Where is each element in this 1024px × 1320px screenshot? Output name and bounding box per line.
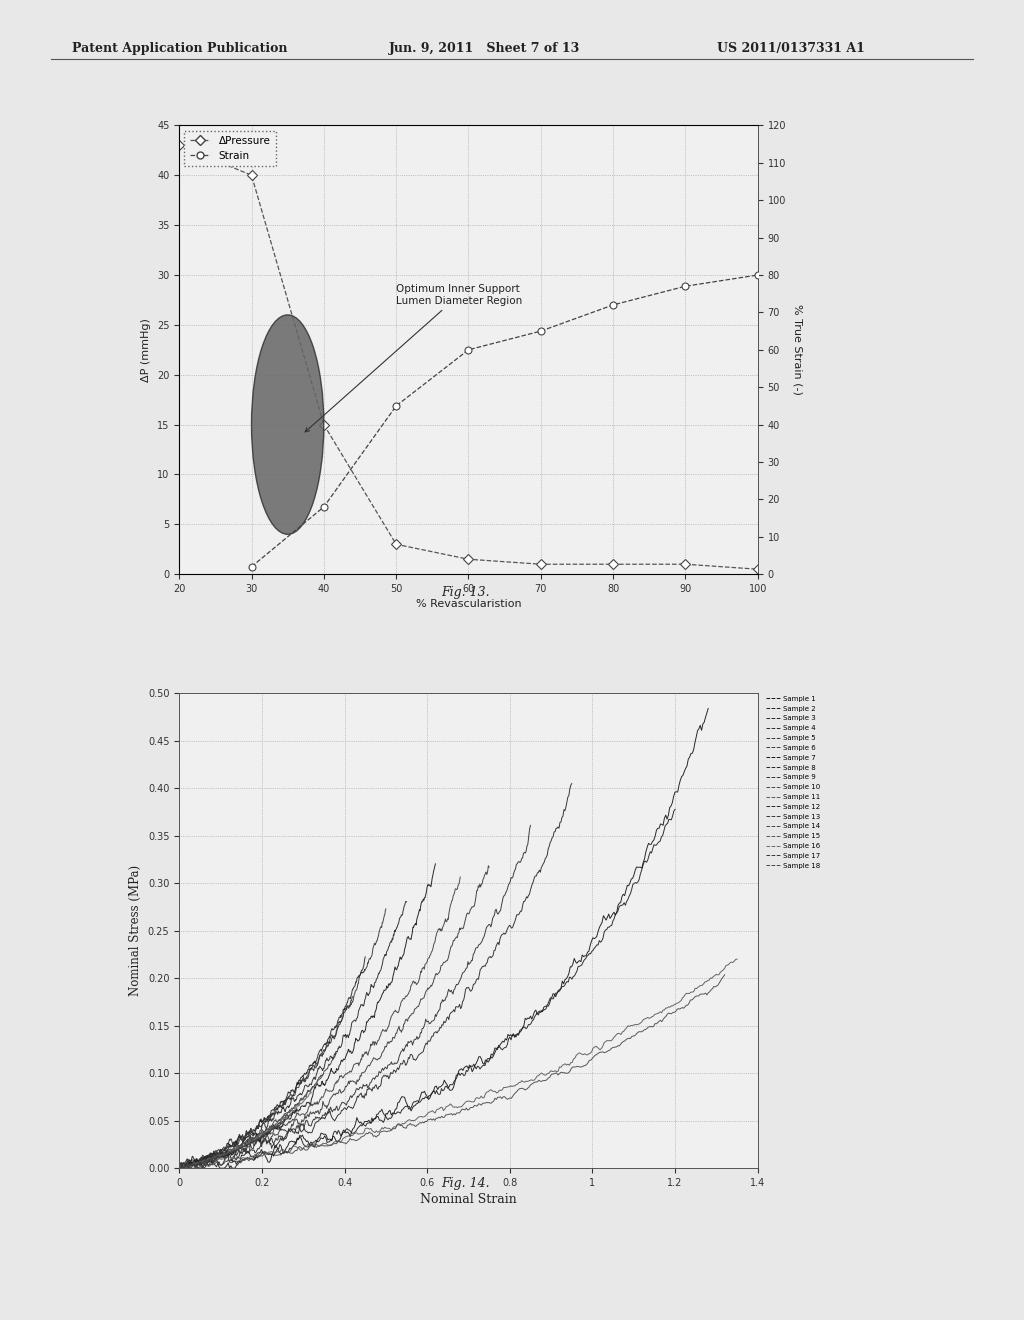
X-axis label: % Revascularistion: % Revascularistion: [416, 599, 521, 610]
Text: Optimum Inner Support
Lumen Diameter Region: Optimum Inner Support Lumen Diameter Reg…: [305, 284, 522, 432]
Y-axis label: % True Strain (-): % True Strain (-): [793, 305, 803, 395]
Text: Jun. 9, 2011   Sheet 7 of 13: Jun. 9, 2011 Sheet 7 of 13: [389, 42, 581, 55]
Text: Fig. 13.: Fig. 13.: [441, 586, 490, 599]
Y-axis label: ΔP (mmHg): ΔP (mmHg): [141, 318, 152, 381]
Text: Patent Application Publication: Patent Application Publication: [72, 42, 287, 55]
Ellipse shape: [252, 315, 324, 535]
X-axis label: Nominal Strain: Nominal Strain: [420, 1193, 517, 1206]
Legend: ΔPressure, Strain: ΔPressure, Strain: [184, 131, 275, 166]
Legend: Sample 1, Sample 2, Sample 3, Sample 4, Sample 5, Sample 6, Sample 7, Sample 8, : Sample 1, Sample 2, Sample 3, Sample 4, …: [764, 693, 823, 871]
Text: US 2011/0137331 A1: US 2011/0137331 A1: [717, 42, 864, 55]
Y-axis label: Nominal Stress (MPa): Nominal Stress (MPa): [129, 865, 142, 997]
Text: Fig. 14.: Fig. 14.: [441, 1177, 490, 1191]
